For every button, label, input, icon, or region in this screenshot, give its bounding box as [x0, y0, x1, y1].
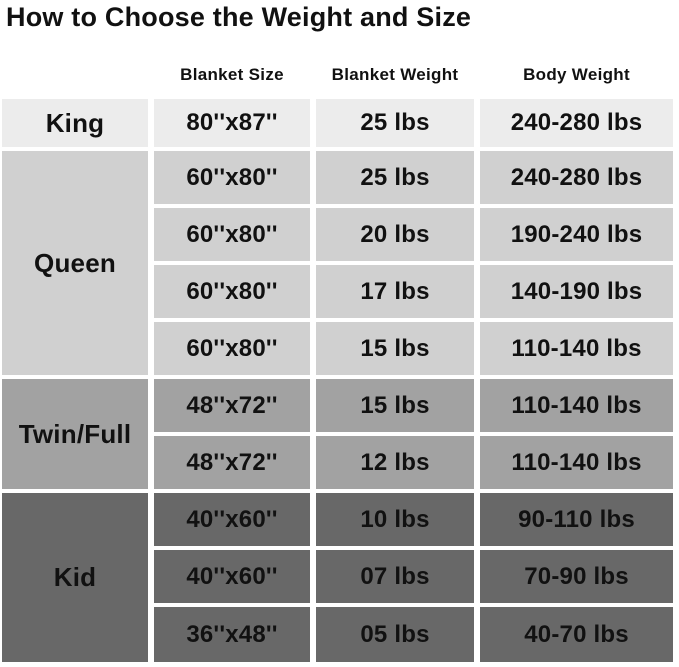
column-header-blanket-weight: Blanket Weight — [331, 65, 459, 84]
table-cell-king-size: 80''x87'' — [154, 99, 310, 147]
column-header-blanket-size: Blanket Size — [180, 65, 284, 84]
table-cell: 140-190 lbs — [480, 265, 673, 318]
group-label-twin-full: Twin/Full — [2, 379, 148, 489]
table-cell: 70-90 lbs — [480, 550, 673, 603]
group-label-king: King — [2, 99, 148, 147]
table-cell: 40''x60'' — [154, 550, 310, 603]
table-cell: 110-140 lbs — [480, 379, 673, 432]
table-cell: 05 lbs — [316, 607, 474, 662]
size-weight-table: Blanket Size Blanket Weight Body Weight … — [2, 55, 673, 662]
group-label-queen: Queen — [2, 151, 148, 375]
table-cell: 190-240 lbs — [480, 208, 673, 261]
table-cell-king-blanket-weight: 25 lbs — [316, 99, 474, 147]
table-cell: 36''x48'' — [154, 607, 310, 662]
group-label-kid: Kid — [2, 493, 148, 662]
table-cell: 48''x72'' — [154, 436, 310, 489]
table-cell: 60''x80'' — [154, 151, 310, 204]
table-cell: 60''x80'' — [154, 208, 310, 261]
table-cell: 90-110 lbs — [480, 493, 673, 546]
page-title: How to Choose the Weight and Size — [6, 2, 472, 32]
table-cell: 20 lbs — [316, 208, 474, 261]
table-cell: 15 lbs — [316, 379, 474, 432]
table-cell: 25 lbs — [316, 151, 474, 204]
table-cell: 60''x80'' — [154, 322, 310, 375]
table-cell: 40-70 lbs — [480, 607, 673, 662]
table-cell: 240-280 lbs — [480, 151, 673, 204]
table-cell: 12 lbs — [316, 436, 474, 489]
column-header-body-weight: Body Weight — [523, 65, 630, 84]
table-cell: 07 lbs — [316, 550, 474, 603]
header-spacer — [2, 55, 148, 95]
table-cell: 17 lbs — [316, 265, 474, 318]
table-cell: 110-140 lbs — [480, 322, 673, 375]
table-cell-king-body-weight: 240-280 lbs — [480, 99, 673, 147]
table-cell: 60''x80'' — [154, 265, 310, 318]
table-cell: 10 lbs — [316, 493, 474, 546]
table-cell: 15 lbs — [316, 322, 474, 375]
table-cell: 40''x60'' — [154, 493, 310, 546]
table-cell: 48''x72'' — [154, 379, 310, 432]
table-cell: 110-140 lbs — [480, 436, 673, 489]
